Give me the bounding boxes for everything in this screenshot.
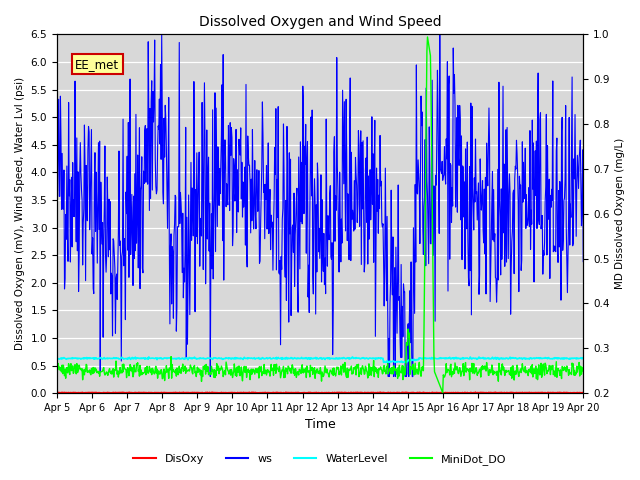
WaterLevel — [191, 354, 198, 360]
MiniDot_DO — [278, 369, 285, 374]
ws — [191, 162, 198, 168]
MiniDot_DO — [428, 196, 436, 202]
ws — [451, 72, 458, 77]
ws — [158, 32, 166, 37]
WaterLevel — [509, 355, 516, 361]
DisOxy — [111, 390, 118, 396]
MiniDot_DO — [53, 366, 61, 372]
DisOxy — [278, 390, 285, 396]
WaterLevel — [111, 355, 118, 361]
Y-axis label: MD Dissolved Oxygen (mg/L): MD Dissolved Oxygen (mg/L) — [615, 138, 625, 289]
ws — [53, 153, 61, 159]
DisOxy — [449, 389, 457, 395]
MiniDot_DO — [579, 369, 587, 374]
DisOxy — [53, 390, 61, 396]
Legend: DisOxy, ws, WaterLevel, MiniDot_DO: DisOxy, ws, WaterLevel, MiniDot_DO — [129, 450, 511, 469]
Line: ws: ws — [57, 35, 583, 377]
MiniDot_DO — [190, 365, 198, 371]
Line: MiniDot_DO: MiniDot_DO — [57, 37, 583, 393]
WaterLevel — [399, 360, 406, 365]
MiniDot_DO — [111, 369, 118, 375]
ws — [279, 206, 287, 212]
MiniDot_DO — [424, 34, 431, 40]
MiniDot_DO — [439, 390, 447, 396]
Line: WaterLevel: WaterLevel — [57, 357, 583, 362]
ws — [579, 259, 587, 264]
DisOxy — [579, 390, 587, 396]
ws — [207, 374, 214, 380]
MiniDot_DO — [451, 371, 458, 376]
WaterLevel — [145, 354, 153, 360]
MiniDot_DO — [509, 364, 516, 370]
Title: Dissolved Oxygen and Wind Speed: Dissolved Oxygen and Wind Speed — [199, 15, 442, 29]
ws — [111, 252, 118, 258]
ws — [509, 229, 516, 235]
DisOxy — [190, 390, 198, 396]
Text: EE_met: EE_met — [76, 58, 120, 71]
X-axis label: Time: Time — [305, 419, 335, 432]
WaterLevel — [451, 355, 458, 361]
DisOxy — [428, 390, 435, 396]
Line: DisOxy: DisOxy — [57, 392, 583, 393]
WaterLevel — [579, 355, 587, 360]
WaterLevel — [278, 355, 286, 360]
DisOxy — [458, 390, 465, 396]
DisOxy — [472, 389, 479, 395]
WaterLevel — [53, 355, 61, 360]
Y-axis label: Dissolved Oxygen (mV), Wind Speed, Water Lvl (psi): Dissolved Oxygen (mV), Wind Speed, Water… — [15, 77, 25, 350]
ws — [429, 184, 436, 190]
DisOxy — [509, 390, 516, 396]
WaterLevel — [429, 356, 436, 362]
